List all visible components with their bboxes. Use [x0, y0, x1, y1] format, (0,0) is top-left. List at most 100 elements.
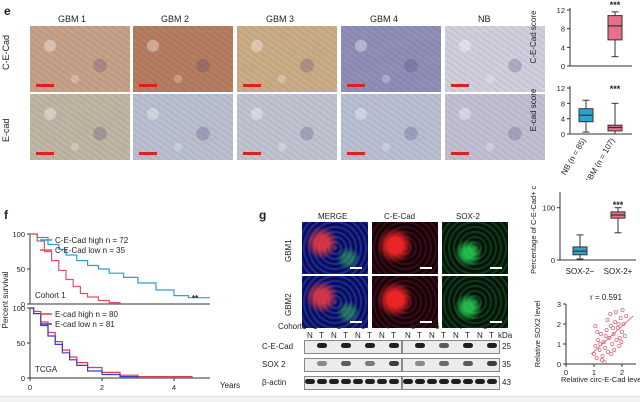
channel-label-cecad: C-E-Cad — [384, 212, 416, 221]
blot-lane-label: N — [379, 331, 385, 340]
blot-band — [463, 379, 473, 384]
pct-ytick-label: 0 — [551, 256, 555, 265]
blot-lane-label: T — [319, 331, 324, 340]
cecad-box-1 — [607, 15, 623, 41]
scatter-xtick-label: 0 — [564, 368, 568, 377]
ihc-tile-c-e-cad-2 — [133, 26, 233, 92]
scale-bar — [490, 267, 502, 269]
ecad-x-label-gbm: GBM (n = 107) — [583, 136, 617, 180]
blot-kda-header: kDa — [498, 331, 513, 340]
row-label-ecad: E-cad — [1, 118, 11, 142]
blot-patient-label: 4 — [385, 322, 390, 331]
cecad-y-label: C-E-Cad score — [529, 10, 538, 63]
ihc-tile-e-cad-1 — [30, 94, 130, 160]
blot-band — [341, 361, 351, 366]
if-tile-gbm1-c-e-cad — [372, 222, 438, 274]
if-row-label-gbm1: GBM1 — [284, 239, 293, 262]
blot-band — [365, 343, 375, 348]
scale-bar — [243, 152, 261, 155]
if-tile-gbm2-c-e-cad — [372, 276, 438, 328]
blot-band — [365, 379, 375, 384]
blot-lane-label: T — [343, 331, 348, 340]
blot-band — [317, 361, 327, 366]
blot-band — [427, 379, 437, 384]
km-ytick-label: 100 — [12, 304, 25, 313]
page-footer-strip — [0, 396, 640, 402]
blot-band — [317, 343, 327, 348]
scatter-point — [616, 321, 621, 326]
if-tile-gbm2-sox-2 — [442, 276, 508, 328]
scatter-ytick-label: 1 — [557, 340, 561, 349]
blot-band — [415, 343, 425, 348]
scale-bar — [347, 84, 365, 87]
scatter-point — [600, 353, 605, 358]
scatter-point — [613, 319, 618, 324]
column-label-gbm4: GBM 4 — [370, 14, 399, 24]
blot-lane-label: T — [465, 331, 470, 340]
scatter-point — [617, 343, 622, 348]
km-curve-low — [30, 233, 121, 304]
scatter-point — [599, 357, 604, 362]
blot-band — [487, 361, 497, 366]
blot-band — [317, 379, 327, 384]
cecad-ytick-label: 12 — [557, 6, 565, 15]
blot-membrane — [304, 340, 402, 354]
scatter-point — [620, 329, 625, 334]
blot-membrane — [304, 358, 402, 372]
ecad-x-label-nb: NB (n = 85) — [559, 136, 588, 176]
panel-f-label: f — [4, 208, 8, 222]
scatter-x-label: Relative circ-E-Cad level — [561, 375, 640, 384]
if-tile-gbm1-sox-2 — [442, 222, 508, 274]
ihc-tile-c-e-cad-5 — [445, 26, 545, 92]
scale-bar — [36, 84, 54, 87]
km-ytick-label: 50 — [17, 339, 25, 348]
ecad-ytick-label: 12 — [557, 84, 565, 93]
blot-band — [305, 379, 315, 384]
panel-f-km-plots: Percent survival 0 50 100 C-E-Cad high n = … — [1, 230, 240, 392]
blot-band — [415, 379, 425, 384]
pct-x-label-neg: SOX-2− — [566, 267, 595, 276]
scale-bar — [36, 152, 54, 155]
pct-y-label: Percentage of C-E-Cad+ cell — [529, 186, 538, 274]
blot-band — [487, 379, 497, 384]
panel-e-label: e — [4, 4, 11, 18]
ihc-tile-c-e-cad-1 — [30, 26, 130, 92]
km-legend-label: E-cad low n = 81 — [55, 320, 115, 329]
blot-row-label: β-actin — [262, 378, 287, 387]
scatter-point — [592, 351, 597, 356]
blot-lane-label: T — [489, 331, 494, 340]
scatter-point — [596, 337, 601, 342]
blot-patient-label: 3 — [361, 322, 366, 331]
scatter-point — [620, 308, 625, 313]
km-legend-label: E-cad high n = 80 — [55, 310, 118, 319]
column-label-gbm3: GBM 3 — [266, 14, 295, 24]
scatter-point — [602, 359, 607, 364]
blot-band — [439, 379, 449, 384]
blot-band — [353, 379, 363, 384]
scale-bar — [350, 267, 362, 269]
scatter-point — [613, 310, 618, 315]
blot-row-label: SOX 2 — [262, 360, 286, 369]
scale-bar — [451, 152, 469, 155]
scale-bar — [243, 84, 261, 87]
blot-lane-label: T — [367, 331, 372, 340]
km-xtick-label: 0 — [28, 383, 32, 392]
blot-kda-value: 35 — [502, 360, 511, 369]
scatter-plot: r = 0.591 Relative SOX2 level 0 1 2 0 1 2 3 Re… — [533, 293, 640, 384]
scatter-ytick-label: 3 — [557, 300, 561, 309]
blot-patient-label: 1 — [313, 322, 318, 331]
blot-band — [415, 361, 425, 366]
scale-bar — [420, 267, 432, 269]
km-xtick-label: 4 — [172, 383, 176, 392]
blot-band — [341, 379, 351, 384]
ihc-tile-e-cad-3 — [237, 94, 337, 160]
blot-lane-label: N — [331, 331, 337, 340]
blot-band — [475, 379, 485, 384]
km-legend-label: C-E-Cad high n = 72 — [55, 236, 129, 245]
km-y-label: Percent survival — [1, 271, 10, 328]
scatter-point — [622, 333, 627, 338]
scatter-point — [611, 325, 616, 330]
column-label-nb: NB — [478, 14, 491, 24]
cecad-ytick-label: 8 — [561, 25, 565, 34]
ecad-y-label: E-cad score — [529, 88, 538, 131]
